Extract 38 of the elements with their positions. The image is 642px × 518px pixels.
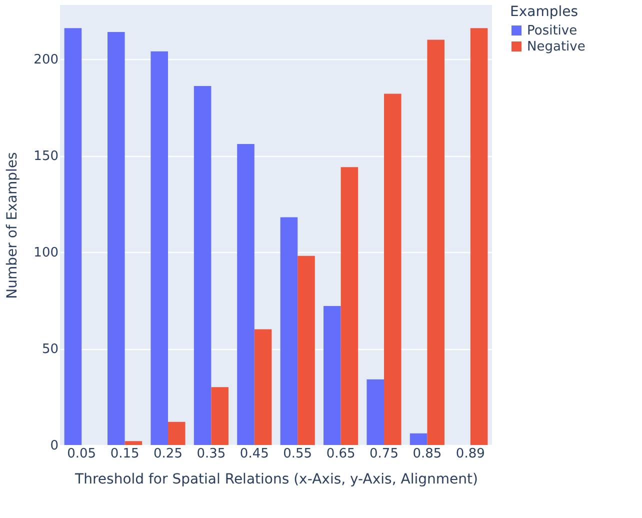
- bar: [384, 94, 402, 445]
- bar: [298, 256, 315, 445]
- bar: [211, 387, 228, 445]
- x-tick-label: 0.35: [196, 446, 226, 462]
- legend-title: Examples: [510, 4, 578, 20]
- y-tick-label: 0: [50, 438, 58, 454]
- x-tick-label: 0.89: [456, 446, 485, 462]
- bar: [194, 86, 212, 445]
- bar: [124, 441, 142, 445]
- x-tick-label: 0.05: [67, 446, 96, 462]
- bar: [410, 433, 428, 445]
- x-tick-label: 0.55: [283, 446, 312, 462]
- y-tick-label: 200: [34, 52, 58, 68]
- bar: [64, 28, 82, 445]
- legend-label: Positive: [527, 24, 578, 38]
- bar: [470, 28, 488, 445]
- y-tick-label: 100: [34, 246, 58, 261]
- bar: [237, 144, 254, 445]
- legend-label: Negative: [527, 40, 586, 54]
- bar: [254, 329, 272, 445]
- y-tick-label: 50: [42, 342, 58, 358]
- x-tick-label: 0.65: [326, 446, 356, 462]
- y-tick-label: 150: [34, 149, 58, 164]
- bar: [340, 167, 358, 445]
- bar: [150, 51, 168, 445]
- x-tick-label: 0.15: [110, 446, 140, 462]
- bar: [324, 306, 341, 445]
- y-axis-title: Number of Examples: [4, 152, 21, 299]
- bar: [427, 40, 444, 445]
- bar: [108, 32, 125, 445]
- x-tick-label: 0.85: [412, 446, 442, 462]
- x-tick-label: 0.75: [370, 446, 398, 462]
- bar: [366, 379, 384, 445]
- x-tick-label: 0.25: [154, 446, 182, 462]
- x-tick-label: 0.45: [240, 446, 269, 462]
- bar: [280, 217, 298, 445]
- x-axis-title: Threshold for Spatial Relations (x-Axis, y-Axis, Alignment): [74, 472, 478, 488]
- bar: [168, 422, 186, 445]
